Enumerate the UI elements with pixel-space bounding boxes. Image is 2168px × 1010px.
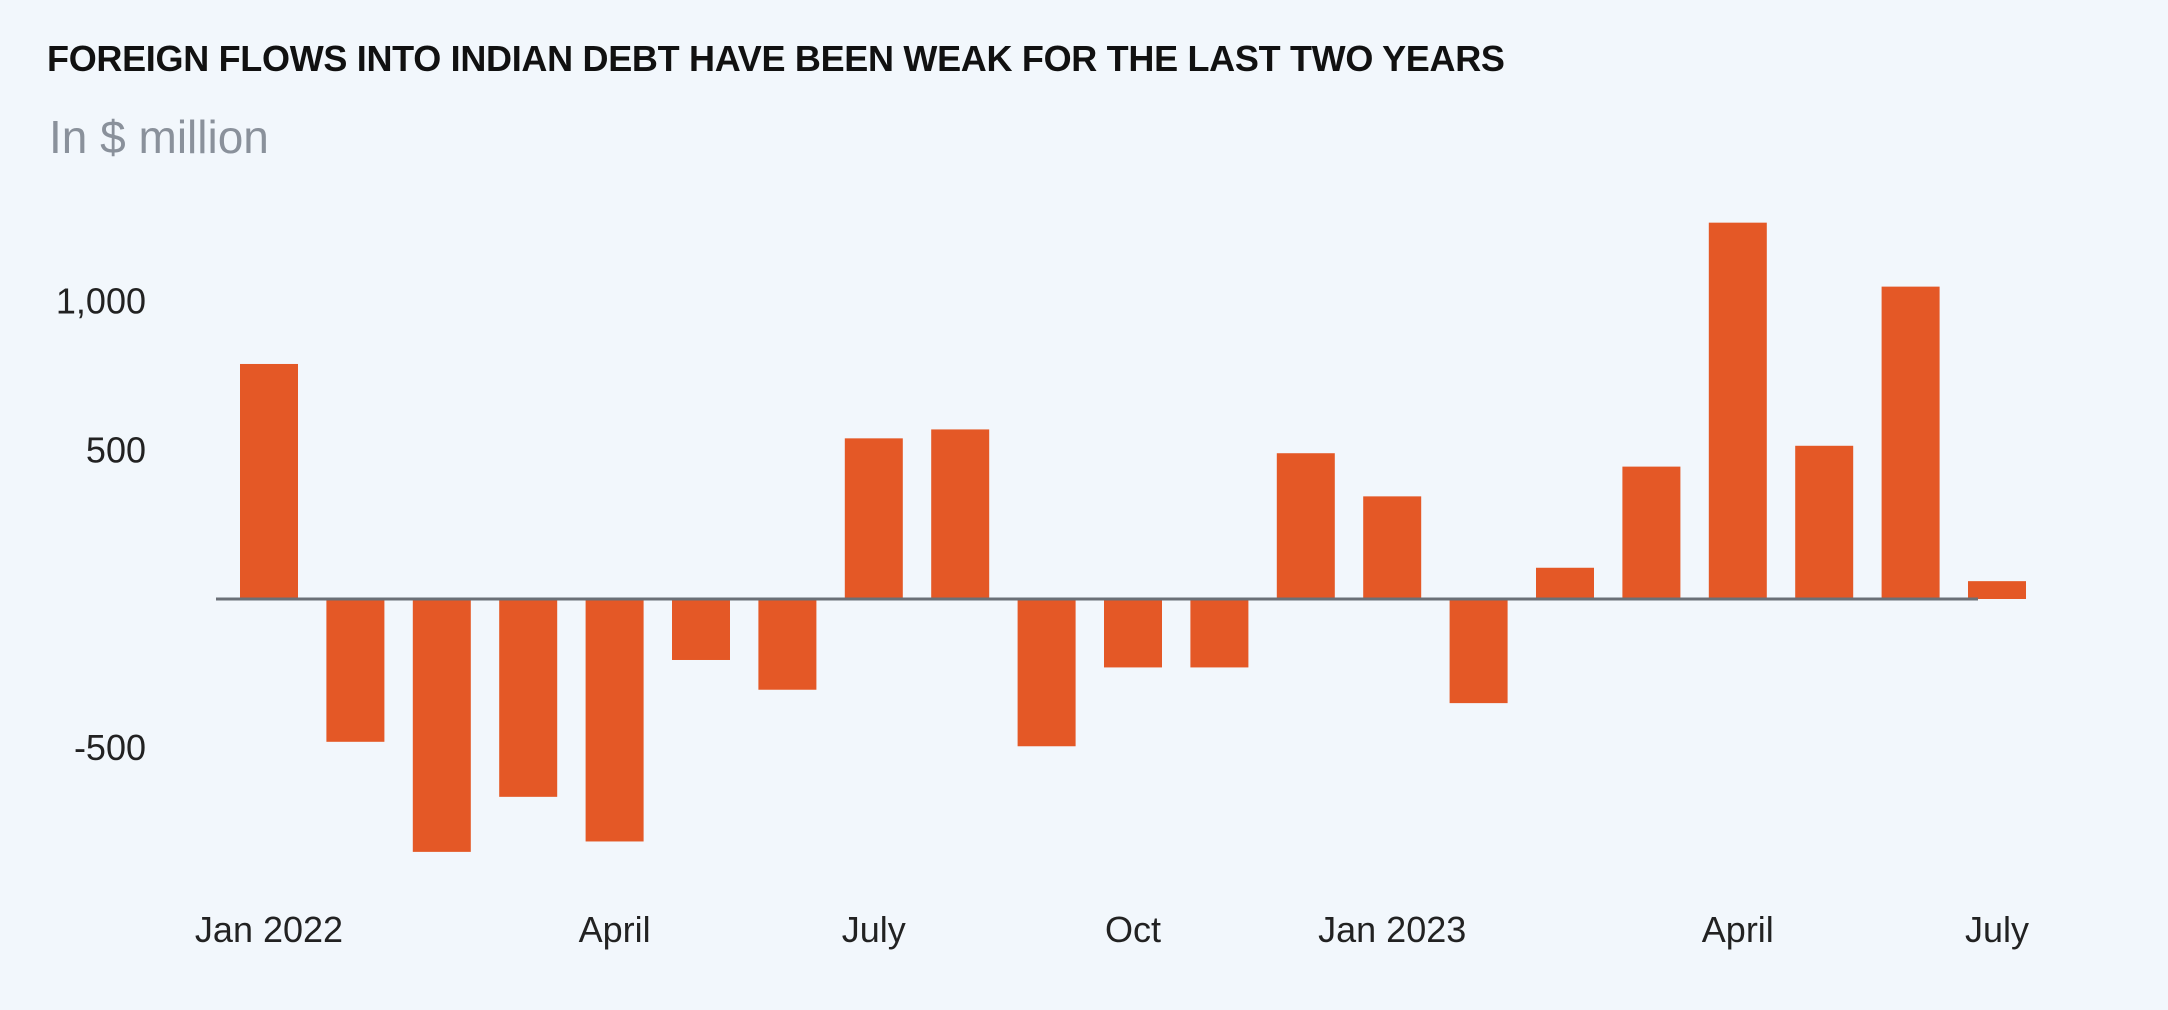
chart-title: FOREIGN FLOWS INTO INDIAN DEBT HAVE BEEN… <box>47 38 1505 79</box>
bar <box>1276 453 1335 599</box>
y-tick-label: 500 <box>86 429 146 470</box>
x-tick-label: Jan 2023 <box>1318 909 1466 950</box>
bar <box>499 599 558 797</box>
bar <box>844 438 903 599</box>
bar <box>240 363 298 599</box>
bar <box>1449 599 1508 704</box>
bar <box>1017 599 1076 747</box>
x-tick-label: April <box>1702 909 1774 950</box>
x-axis-ticks: Jan 2022 April July Oct Jan 2023 April July <box>195 909 2029 950</box>
bar <box>1536 567 1594 599</box>
bar <box>758 599 817 690</box>
bar <box>585 599 644 842</box>
bar <box>1881 286 1940 599</box>
x-tick-label: Oct <box>1105 909 1161 950</box>
x-tick-label: April <box>579 909 651 950</box>
y-tick-label: -500 <box>74 727 146 768</box>
bar <box>326 599 385 742</box>
bar <box>1622 466 1681 599</box>
bar <box>412 599 471 852</box>
bars-group <box>240 222 2026 852</box>
bar <box>1104 599 1162 668</box>
bar <box>931 429 990 599</box>
x-tick-label: Jan 2022 <box>195 909 343 950</box>
bar <box>1968 581 2026 599</box>
chart-subtitle: In $ million <box>49 111 269 163</box>
x-tick-label: July <box>842 909 906 950</box>
y-tick-label: 1,000 <box>56 281 146 322</box>
bar <box>1190 599 1249 668</box>
bar <box>672 599 730 660</box>
bar <box>1708 222 1767 599</box>
bar <box>1795 445 1854 599</box>
bar <box>1363 496 1422 599</box>
x-tick-label: July <box>1965 909 2029 950</box>
y-axis-ticks: 1,000 500 -500 <box>56 281 146 768</box>
